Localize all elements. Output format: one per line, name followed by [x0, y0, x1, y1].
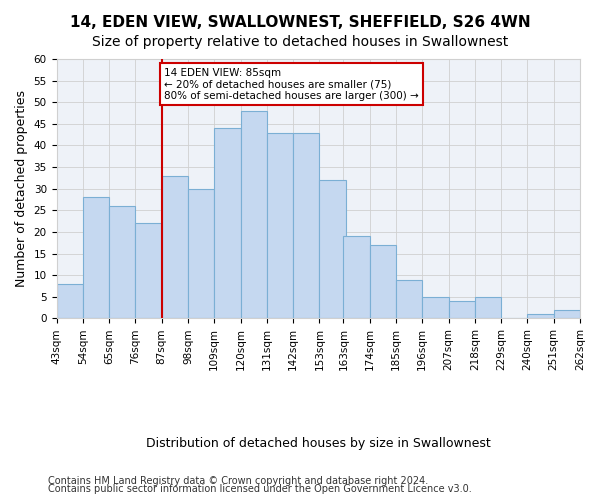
- Bar: [214, 128, 241, 318]
- Bar: [162, 176, 188, 318]
- Text: 14, EDEN VIEW, SWALLOWNEST, SHEFFIELD, S26 4WN: 14, EDEN VIEW, SWALLOWNEST, SHEFFIELD, S…: [70, 15, 530, 30]
- Bar: [109, 206, 136, 318]
- Bar: [475, 297, 501, 318]
- Bar: [370, 245, 396, 318]
- Text: Contains public sector information licensed under the Open Government Licence v3: Contains public sector information licen…: [48, 484, 472, 494]
- Bar: [422, 297, 449, 318]
- Bar: [241, 111, 267, 318]
- Bar: [527, 314, 554, 318]
- Bar: [319, 180, 346, 318]
- Text: 14 EDEN VIEW: 85sqm
← 20% of detached houses are smaller (75)
80% of semi-detach: 14 EDEN VIEW: 85sqm ← 20% of detached ho…: [164, 68, 419, 101]
- X-axis label: Distribution of detached houses by size in Swallownest: Distribution of detached houses by size …: [146, 437, 491, 450]
- Text: Contains HM Land Registry data © Crown copyright and database right 2024.: Contains HM Land Registry data © Crown c…: [48, 476, 428, 486]
- Bar: [449, 301, 475, 318]
- Text: Size of property relative to detached houses in Swallownest: Size of property relative to detached ho…: [92, 35, 508, 49]
- Bar: [56, 284, 83, 318]
- Bar: [554, 310, 580, 318]
- Bar: [343, 236, 370, 318]
- Y-axis label: Number of detached properties: Number of detached properties: [15, 90, 28, 287]
- Bar: [83, 198, 109, 318]
- Bar: [396, 280, 422, 318]
- Bar: [188, 188, 214, 318]
- Bar: [136, 224, 162, 318]
- Bar: [267, 132, 293, 318]
- Bar: [293, 132, 319, 318]
